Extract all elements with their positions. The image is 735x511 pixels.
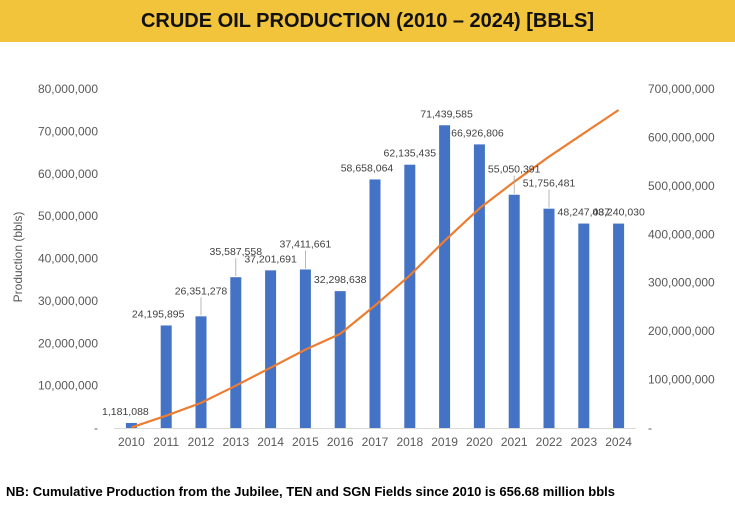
bar-2021: [508, 194, 520, 428]
bar-value-label: 1,181,088: [102, 406, 149, 418]
bar-2013: [230, 277, 242, 428]
left-tick-label: 20,000,000: [38, 336, 98, 350]
bar-value-label: 58,658,064: [341, 162, 394, 174]
bar-value-label: 48,247,037: [558, 207, 611, 219]
bar-2017: [369, 179, 381, 428]
right-tick-label: 500,000,000: [648, 179, 715, 193]
chart-title: CRUDE OIL PRODUCTION (2010 – 2024) [BBLS…: [140, 9, 595, 32]
bar-2019: [439, 125, 451, 429]
bar-value-label: 51,756,481: [523, 178, 576, 190]
right-tick-label: 400,000,000: [648, 227, 715, 241]
left-tick-label: 60,000,000: [38, 167, 98, 181]
cumulative-line-series: [131, 109, 620, 429]
bar-value-label: 37,411,661: [280, 238, 332, 250]
x-tick-label: 2022: [536, 435, 563, 449]
bar-2016: [334, 291, 346, 428]
bar-2022: [543, 208, 555, 428]
left-tick-label: 40,000,000: [38, 252, 98, 266]
x-tick-label: 2021: [501, 435, 528, 449]
bar-value-label: 26,351,278: [175, 285, 228, 297]
bar-value-label: 55,050,391: [488, 164, 541, 176]
x-axis: 2010 2011 2012 2013 2014 2015 2016 2017 2018 2019…: [114, 428, 636, 449]
bar-value-label: 32,298,638: [314, 274, 367, 286]
bar-value-label: 71,439,585: [420, 108, 473, 120]
bar-2020: [473, 144, 485, 429]
x-tick-label: 2011: [153, 435, 179, 449]
right-tick-label: 700,000,000: [648, 82, 715, 96]
bar-2018: [404, 164, 416, 428]
left-tick-label: 10,000,000: [38, 379, 98, 393]
left-axis: - 10,000,000 20,000,000 30,000,000 40,000,00…: [38, 82, 98, 435]
right-tick-label: 600,000,000: [648, 130, 715, 144]
bar-2012: [195, 316, 207, 428]
left-tick-label: 50,000,000: [38, 209, 98, 223]
bar-2014: [265, 270, 277, 428]
x-tick-label: 2019: [431, 435, 458, 449]
x-tick-label: 2010: [118, 435, 145, 449]
bar-series: [125, 125, 625, 429]
y-axis-title: Production (bbls): [11, 212, 25, 303]
x-tick-label: 2016: [327, 435, 354, 449]
right-tick-label: -: [648, 421, 652, 435]
x-tick-label: 2020: [466, 435, 493, 449]
bar-2010: [125, 422, 137, 428]
x-tick-label: 2023: [570, 435, 597, 449]
bar-2023: [578, 223, 590, 428]
bar-2011: [160, 325, 172, 428]
x-tick-label: 2017: [362, 435, 389, 449]
x-tick-label: 2012: [188, 435, 215, 449]
x-tick-label: 2015: [292, 435, 319, 449]
right-tick-label: 100,000,000: [648, 373, 715, 387]
x-tick-label: 2013: [222, 435, 249, 449]
bar-2024: [613, 223, 625, 428]
right-tick-label: 300,000,000: [648, 276, 715, 290]
cumulative-line: [131, 109, 620, 429]
left-tick-label: 30,000,000: [38, 294, 98, 308]
title-banner: CRUDE OIL PRODUCTION (2010 – 2024) [BBLS…: [0, 0, 735, 42]
footnote: NB: Cumulative Production from the Jubil…: [6, 484, 615, 499]
left-tick-label: 70,000,000: [38, 124, 98, 138]
bar-value-label: 35,587,558: [210, 246, 263, 258]
right-axis: - 100,000,000 200,000,000 300,000,000 400,00…: [648, 82, 715, 435]
bar-value-label: 48,240,030: [592, 207, 645, 219]
left-tick-label: -: [94, 421, 98, 435]
bar-value-label: 37,201,691: [244, 253, 297, 265]
bar-value-label: 24,195,895: [132, 308, 185, 320]
production-chart: - 10,000,000 20,000,000 30,000,000 40,000,00…: [11, 82, 715, 449]
left-tick-label: 80,000,000: [38, 82, 98, 96]
bar-value-label: 62,135,435: [384, 148, 437, 160]
x-tick-label: 2014: [257, 435, 284, 449]
bar-value-label: 66,926,806: [451, 127, 504, 139]
data-labels: 1,181,08824,195,89526,351,27835,587,5583…: [102, 108, 645, 418]
x-tick-label: 2024: [605, 435, 632, 449]
right-tick-label: 200,000,000: [648, 324, 715, 338]
x-tick-label: 2018: [396, 435, 423, 449]
